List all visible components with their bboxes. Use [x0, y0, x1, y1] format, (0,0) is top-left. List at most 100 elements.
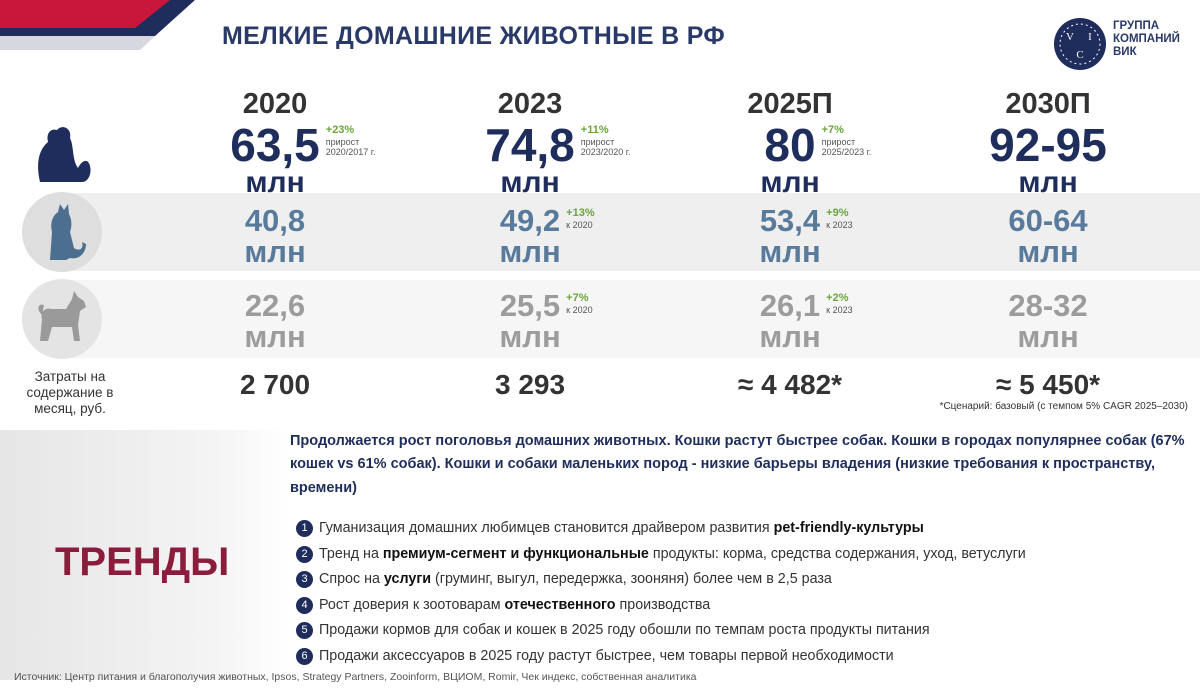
cost-value: 2 700	[239, 369, 311, 400]
growth-note: прирост 2020/2017 г.	[325, 136, 376, 157]
growth-value: +7%	[821, 124, 844, 136]
trend-text: Гуманизация домашних любимцев становится…	[319, 520, 774, 536]
stripe-gray	[0, 36, 155, 50]
trend-number: 6	[296, 647, 313, 665]
summary: Продолжается рост поголовья домашних жив…	[290, 433, 1185, 496]
trend-item: 4 Рост доверия к зоотоварам отечественног…	[296, 596, 711, 614]
trend-number: 1	[296, 520, 313, 537]
growth-value: +13%	[566, 207, 595, 219]
logo-letter: C	[1076, 49, 1083, 61]
growth-note: к 2023	[826, 304, 853, 315]
value: 74,8 +11% прирост 2023/2020 г.	[485, 122, 630, 168]
value: 80 +7% прирост 2025/2023 г.	[764, 122, 871, 168]
growth: +11% прирост 2023/2020 г.	[581, 124, 651, 157]
value: 92-95	[989, 119, 1107, 171]
cost-value: ≈ 4 482*	[737, 369, 843, 400]
growth-value: +9%	[826, 207, 849, 219]
unit: млн	[245, 166, 305, 199]
logo-ring	[1059, 23, 1101, 65]
title: МЕЛКИЕ ДОМАШНИЕ ЖИВОТНЫЕ В РФ	[222, 22, 726, 50]
value: 28-32	[1008, 288, 1088, 323]
unit: млн	[499, 319, 561, 354]
trend-item: 3 Спрос на услуги (груминг, выгул, переде…	[296, 571, 832, 588]
trends-panel	[0, 430, 290, 680]
trend-text: (груминг, выгул, передержка, зооняня) бо…	[431, 571, 832, 587]
logo-line: КОМПАНИЙ	[1113, 33, 1180, 46]
cats-cell: 60-64 млн	[1008, 205, 1087, 267]
dogs-cell: 26,1 +2% к 2023 млн	[759, 290, 853, 354]
trend-item: 2 Тренд на премиум-сегмент и функциональн…	[296, 545, 1026, 563]
trend-text: услуги	[383, 571, 432, 587]
logo-line: ВИК	[1113, 46, 1137, 59]
trend-text: pet-friendly-культуры	[773, 520, 924, 536]
dog-icon	[22, 279, 102, 359]
growth-note: прирост 2023/2020 г.	[580, 136, 631, 157]
value: 53,4 +9% к 2023	[760, 205, 853, 236]
dogs-cell: 25,5 +7% к 2020 млн	[499, 290, 593, 354]
year: 2020	[242, 88, 308, 120]
growth-value: +11%	[580, 124, 609, 136]
cats-cell: 40,8 млн	[244, 205, 305, 267]
trend-text: премиум-сегмент и функциональные	[382, 545, 649, 562]
cats-cell: 49,2 +13% к 2020 млн	[499, 205, 595, 269]
trend-text: продукты: корма, средства содержания, ух…	[648, 545, 1026, 562]
value: 40,8	[244, 203, 306, 238]
trend-number: 3	[296, 571, 313, 588]
trends-title: ТРЕНДЫ	[55, 540, 230, 584]
logo-letter: V	[1066, 31, 1074, 43]
unit: млн	[244, 319, 306, 354]
growth-value: +7%	[566, 292, 589, 304]
trend-number: 2	[296, 545, 313, 563]
growth: +2% к 2023	[826, 292, 896, 315]
cats-cell: 53,4 +9% к 2023 млн	[759, 205, 853, 269]
year: 2030П	[1005, 88, 1091, 120]
growth-note: прирост 2025/2023 г.	[821, 136, 872, 157]
pets-silhouette	[38, 127, 91, 182]
trend-text: Рост доверия к зоотоварам	[319, 596, 505, 613]
growth: +13% к 2020	[566, 207, 636, 230]
value: 26,1 +2% к 2023	[760, 290, 853, 321]
unit: млн	[759, 234, 821, 269]
growth-note: к 2023	[826, 219, 853, 230]
stripe-red	[0, 0, 170, 28]
value: 49,2 +13% к 2020	[500, 205, 595, 236]
cat-icon	[22, 192, 102, 272]
unit: млн	[759, 319, 821, 354]
logo-text: ГРУППА КОМПАНИЙ ВИК	[1113, 20, 1180, 60]
year: 2025П	[747, 88, 833, 120]
growth-note: к 2020	[566, 219, 593, 230]
growth: +7% прирост 2025/2023 г.	[822, 124, 892, 157]
cost-label: Затраты на содержание в месяц, руб.	[26, 369, 114, 417]
growth: +9% к 2023	[826, 207, 896, 230]
dogs-band	[22, 280, 1200, 358]
growth-note: к 2020	[566, 304, 593, 315]
trend-item: 6 Продажи аксессуаров в 2025 году растут …	[296, 647, 894, 665]
unit: млн	[499, 234, 561, 269]
totals-cell: 74,8 +11% прирост 2023/2020 г. млн	[485, 122, 630, 198]
trend-number: 5	[296, 622, 313, 639]
cats-band	[22, 193, 1200, 271]
value: 22,6	[244, 288, 306, 323]
logo-line: ГРУППА	[1113, 20, 1160, 32]
growth: +7% к 2020	[566, 292, 636, 315]
logo-circle	[1054, 18, 1106, 70]
dogs-cell: 22,6 млн	[244, 290, 305, 352]
trend-text: производства	[615, 596, 711, 613]
logo-letter: I	[1088, 31, 1092, 43]
trend-text: отечественного	[504, 596, 616, 613]
growth: +23% прирост 2020/2017 г.	[326, 124, 396, 157]
unit: млн	[1017, 234, 1079, 269]
trend-item: 5 Продажи кормов для собак и кошек в 2025…	[296, 622, 930, 639]
dogs-cell: 28-32 млн	[1008, 290, 1087, 352]
growth-value: +2%	[826, 292, 849, 304]
dog-silhouette	[38, 291, 86, 341]
value: 25,5 +7% к 2020	[500, 290, 593, 321]
trend-text: Спрос на	[319, 571, 384, 587]
footnote: *Сценарий: базовый (с темпом 5% CAGR 202…	[939, 401, 1188, 412]
totals-cell: 63,5 +23% прирост 2020/2017 г. млн	[230, 122, 375, 199]
trend-number: 4	[296, 596, 313, 614]
trend-text: Тренд на	[319, 545, 383, 562]
pets-icon	[38, 127, 91, 182]
cat-silhouette	[50, 204, 86, 260]
